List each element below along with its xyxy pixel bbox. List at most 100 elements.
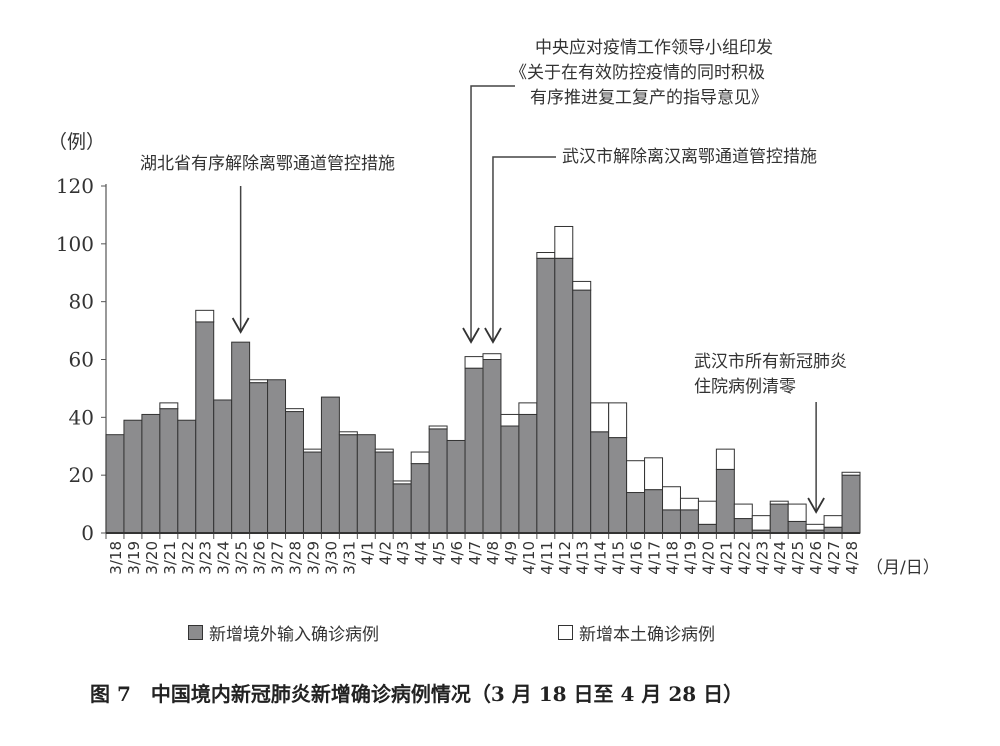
- bar-local: [608, 402, 628, 439]
- x-tick-label: 4/27: [825, 541, 843, 575]
- bar-local: [464, 356, 484, 369]
- x-tick-label: 3/24: [215, 541, 233, 575]
- bar-local: [572, 280, 592, 291]
- x-tick-label: 4/9: [502, 541, 520, 565]
- bar-local: [787, 503, 807, 522]
- x-tick-label: 3/30: [322, 541, 340, 575]
- annotation-wuhan-clear: 武汉市所有新冠肺炎 住院病例清零: [694, 350, 847, 400]
- bar-local: [302, 448, 322, 453]
- bar-local: [392, 480, 412, 485]
- x-tick-label: 4/21: [717, 541, 735, 575]
- bar-imported: [644, 489, 664, 534]
- y-tick-label: 100: [56, 232, 94, 256]
- y-tick-label: 0: [81, 521, 94, 545]
- bar-imported: [159, 408, 179, 534]
- bar-imported: [123, 419, 143, 534]
- bar-imported: [410, 463, 430, 534]
- x-tick-label: 4/5: [430, 541, 448, 565]
- y-tick-label: 120: [56, 174, 94, 198]
- bar-imported: [302, 451, 322, 534]
- bar-imported: [356, 434, 376, 534]
- bar-imported: [662, 509, 681, 534]
- bar-imported: [464, 367, 484, 534]
- bar-local: [536, 252, 556, 259]
- annotation-guideline: 中央应对疫情工作领导小组印发 《关于在有效防控疫情的同时积极 有序推进复工复产的…: [510, 36, 773, 111]
- bar-imported: [787, 520, 807, 534]
- x-tick-label: 3/28: [287, 541, 305, 575]
- bar-imported: [482, 359, 502, 534]
- annotation-guideline-line-1: 中央应对疫情工作领导小组印发: [535, 38, 773, 58]
- x-tick-label: 3/26: [251, 541, 269, 575]
- x-tick-label: 4/12: [556, 541, 574, 575]
- x-tick-label: 4/15: [610, 541, 628, 575]
- y-tick-label: 20: [69, 463, 94, 487]
- bar-imported: [141, 413, 161, 534]
- bar-imported: [518, 413, 538, 534]
- arrow-guideline: [470, 85, 515, 342]
- legend-swatch-local: [558, 625, 573, 640]
- x-tick-label: 4/8: [484, 541, 502, 565]
- bar-local: [626, 460, 646, 494]
- bar-local: [482, 353, 502, 361]
- x-tick-label: 4/3: [394, 541, 412, 565]
- bar-imported: [697, 523, 717, 534]
- annotation-wuhan-lift: 武汉市解除离汉离鄂通道管控措施: [562, 147, 817, 167]
- bar-local: [841, 471, 861, 476]
- x-tick-label: 3/22: [179, 541, 197, 575]
- bar-local: [679, 497, 699, 511]
- bar-imported: [500, 425, 520, 534]
- x-axis-unit-label: （月/日）: [866, 558, 940, 578]
- x-tick-label: 4/17: [646, 541, 664, 575]
- bar-local: [374, 448, 394, 453]
- bar-local: [518, 402, 538, 415]
- bar-local: [428, 425, 448, 430]
- bar-imported: [267, 379, 287, 534]
- bar-imported: [733, 518, 753, 534]
- x-tick-label: 4/4: [412, 541, 430, 565]
- bar-local: [644, 457, 664, 491]
- y-tick-label: 60: [69, 348, 94, 372]
- bar-imported: [608, 437, 628, 534]
- bar-local: [159, 402, 179, 410]
- bar-imported: [338, 434, 358, 534]
- bar-imported: [105, 434, 125, 534]
- arrow-wuhan-lift: [492, 156, 556, 342]
- bar-local: [500, 413, 520, 427]
- bar-imported: [285, 411, 304, 534]
- x-tick-label: 4/25: [789, 541, 807, 575]
- bar-imported: [679, 509, 699, 534]
- bar-imported: [590, 431, 610, 534]
- x-tick-label: 4/18: [664, 541, 682, 575]
- annotation-wuhan-clear-line-1: 武汉市所有新冠肺炎: [694, 352, 847, 372]
- x-tick-label: 4/24: [771, 541, 789, 575]
- x-tick-label: 4/28: [843, 541, 861, 575]
- legend-item-local: 新增本土确诊病例: [558, 620, 715, 645]
- bar-imported: [715, 468, 735, 534]
- bar-imported: [231, 341, 251, 534]
- legend-swatch-imported: [188, 625, 203, 640]
- bar-imported: [626, 492, 646, 534]
- bar-local: [662, 486, 681, 511]
- x-tick-label: 3/20: [143, 541, 161, 575]
- y-tick-label: 40: [69, 405, 94, 429]
- bar-imported: [554, 257, 574, 534]
- bar-imported: [428, 428, 448, 534]
- x-tick-label: 4/14: [592, 541, 610, 575]
- bar-imported: [536, 257, 556, 534]
- x-tick-label: 3/18: [107, 541, 125, 575]
- x-tick-label: 3/21: [161, 541, 179, 575]
- bar-imported: [392, 483, 412, 534]
- bar-local: [249, 379, 269, 384]
- x-tick-label: 4/26: [807, 541, 825, 575]
- bar-imported: [446, 439, 466, 534]
- x-tick-label: 3/19: [125, 541, 143, 575]
- bar-local: [338, 431, 358, 436]
- figure-caption: 图 7 中国境内新冠肺炎新增确诊病例情况（3 月 18 日至 4 月 28 日）: [90, 682, 744, 706]
- legend-label-imported: 新增境外输入确诊病例: [209, 625, 379, 645]
- legend-item-imported: 新增境外输入确诊病例: [188, 620, 379, 645]
- x-tick-label: 4/7: [466, 541, 484, 565]
- x-tick-label: 4/6: [448, 541, 466, 565]
- x-tick-label: 3/23: [197, 541, 215, 575]
- x-tick-label: 4/13: [574, 541, 592, 575]
- annotation-guideline-line-2: 《关于在有效防控疫情的同时积极: [510, 63, 765, 83]
